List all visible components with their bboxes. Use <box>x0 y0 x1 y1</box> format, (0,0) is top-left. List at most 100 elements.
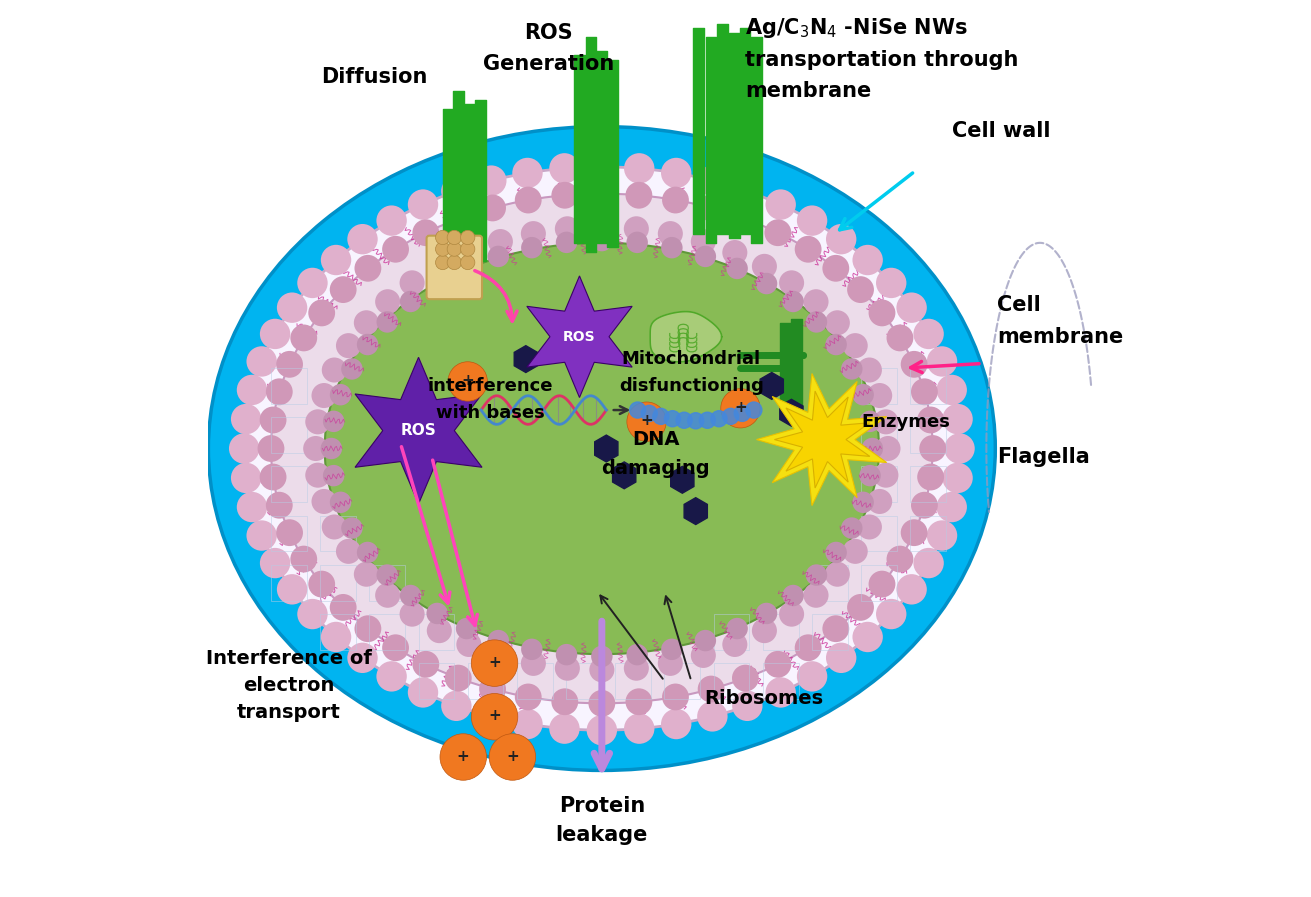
Circle shape <box>426 273 448 294</box>
Circle shape <box>590 214 615 239</box>
Bar <box>861 368 897 404</box>
Polygon shape <box>612 462 636 489</box>
Bar <box>861 466 897 502</box>
Circle shape <box>330 276 357 303</box>
Circle shape <box>919 435 947 462</box>
Circle shape <box>918 464 944 491</box>
Circle shape <box>629 402 645 418</box>
Circle shape <box>246 346 277 377</box>
Polygon shape <box>760 372 784 399</box>
Circle shape <box>699 413 716 428</box>
Circle shape <box>662 187 688 213</box>
Circle shape <box>231 404 261 434</box>
Polygon shape <box>650 311 721 361</box>
Circle shape <box>290 545 317 572</box>
Circle shape <box>697 165 728 196</box>
Bar <box>713 614 750 649</box>
Circle shape <box>943 463 973 493</box>
Text: electron: electron <box>243 676 334 695</box>
Text: +: + <box>456 749 469 763</box>
Circle shape <box>427 254 452 279</box>
Circle shape <box>375 583 400 608</box>
Circle shape <box>312 383 337 408</box>
Circle shape <box>653 408 669 424</box>
Circle shape <box>323 465 345 486</box>
Circle shape <box>852 384 874 405</box>
Bar <box>271 466 307 502</box>
Circle shape <box>357 542 379 563</box>
Circle shape <box>555 656 579 681</box>
Text: +: + <box>506 749 519 763</box>
Circle shape <box>627 644 648 666</box>
Bar <box>763 614 798 649</box>
Circle shape <box>260 548 290 579</box>
Bar <box>517 663 553 699</box>
Circle shape <box>661 709 691 739</box>
Text: Enzymes: Enzymes <box>861 413 950 431</box>
Circle shape <box>476 701 506 732</box>
Circle shape <box>625 688 653 715</box>
Bar <box>468 663 503 699</box>
Circle shape <box>376 311 399 333</box>
Circle shape <box>625 182 653 209</box>
Text: Mitochondrial: Mitochondrial <box>621 350 760 368</box>
Circle shape <box>822 255 850 282</box>
Circle shape <box>382 634 409 661</box>
Circle shape <box>695 630 716 651</box>
Text: ROS: ROS <box>524 22 573 43</box>
Polygon shape <box>756 373 886 506</box>
Bar <box>910 368 947 404</box>
Circle shape <box>290 325 317 352</box>
Circle shape <box>520 237 543 258</box>
Circle shape <box>697 675 725 702</box>
Circle shape <box>842 518 863 539</box>
Text: +: + <box>640 414 653 428</box>
Circle shape <box>471 693 518 740</box>
Circle shape <box>427 618 452 643</box>
Circle shape <box>943 404 973 434</box>
Bar <box>812 565 848 600</box>
Polygon shape <box>355 357 482 504</box>
Bar <box>418 614 455 649</box>
Circle shape <box>662 684 688 710</box>
Circle shape <box>448 361 488 401</box>
Circle shape <box>447 256 461 270</box>
Circle shape <box>691 643 716 668</box>
Circle shape <box>586 152 617 182</box>
Bar <box>370 614 405 649</box>
Circle shape <box>435 231 450 245</box>
Text: Interference of: Interference of <box>206 649 372 668</box>
Ellipse shape <box>325 243 880 654</box>
Circle shape <box>330 594 357 621</box>
Circle shape <box>886 545 914 572</box>
Circle shape <box>589 690 615 717</box>
Circle shape <box>305 463 330 488</box>
Bar <box>910 417 947 453</box>
Circle shape <box>460 242 475 257</box>
Text: interference: interference <box>427 377 553 395</box>
Circle shape <box>764 651 792 678</box>
Text: transport: transport <box>237 702 341 722</box>
Bar <box>861 417 897 453</box>
Circle shape <box>722 632 747 657</box>
Circle shape <box>336 539 361 564</box>
Polygon shape <box>671 466 694 493</box>
Circle shape <box>661 158 691 188</box>
Circle shape <box>658 651 683 676</box>
Text: transportation through: transportation through <box>745 49 1019 69</box>
Circle shape <box>330 384 351 405</box>
Polygon shape <box>527 276 632 397</box>
Circle shape <box>901 351 928 378</box>
Circle shape <box>852 622 882 652</box>
Circle shape <box>695 246 716 267</box>
Circle shape <box>746 402 762 418</box>
Circle shape <box>806 564 827 586</box>
Circle shape <box>444 665 472 692</box>
Circle shape <box>658 221 683 246</box>
Text: Generation: Generation <box>482 54 614 74</box>
Circle shape <box>867 383 893 408</box>
Polygon shape <box>595 435 617 462</box>
Circle shape <box>303 436 328 461</box>
Circle shape <box>460 231 475 245</box>
Circle shape <box>552 688 578 715</box>
